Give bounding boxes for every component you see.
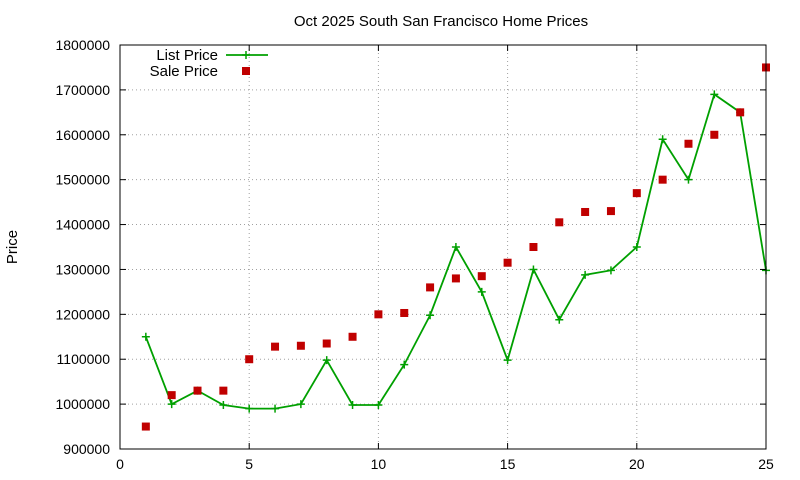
data-point: [245, 404, 254, 413]
y-tick-label: 1400000: [55, 217, 110, 233]
series-layer: [141, 63, 770, 431]
data-point: [710, 130, 719, 139]
data-point: [219, 386, 228, 395]
axes: 0 5 10 15 20 25 900000 1000000 1100000 1200000 130…: [55, 37, 774, 472]
data-point: [374, 401, 383, 410]
data-point: [426, 283, 435, 292]
data-point: [606, 207, 615, 216]
data-point: [271, 342, 280, 351]
data-point: [322, 339, 331, 348]
grid-lines: [120, 45, 766, 449]
data-point: [555, 315, 564, 324]
data-point: [684, 139, 693, 148]
data-point: [374, 310, 383, 319]
data-point: [426, 311, 435, 320]
series-line: [144, 92, 767, 410]
data-point: [658, 135, 667, 144]
legend-label: Sale Price: [150, 63, 218, 80]
x-tick-label: 15: [500, 456, 516, 472]
data-point: [632, 189, 641, 198]
data-point: [581, 207, 590, 216]
chart-title: Oct 2025 South San Francisco Home Prices: [294, 13, 588, 30]
data-point: [684, 175, 693, 184]
data-point: [451, 274, 460, 283]
data-point: [296, 341, 305, 350]
data-point: [581, 270, 590, 279]
data-point: [451, 243, 460, 251]
data-point: [348, 401, 357, 410]
legend-label: List Price: [156, 47, 218, 64]
series-list-price: [141, 90, 770, 413]
data-point: [606, 266, 615, 275]
data-point: [167, 400, 176, 409]
data-point: [555, 218, 564, 227]
data-point: [529, 243, 538, 251]
data-point: [193, 386, 202, 395]
x-tick-label: 0: [116, 456, 124, 472]
y-tick-label: 1600000: [55, 127, 110, 143]
data-point: [271, 404, 280, 413]
plot-frame: [119, 44, 767, 450]
y-tick-label: 1500000: [55, 172, 110, 188]
data-point: [348, 332, 357, 341]
legend-marker: [242, 67, 250, 75]
data-point: [710, 90, 719, 99]
data-point: [400, 360, 409, 369]
data-point: [219, 401, 228, 410]
legend-marker: [242, 51, 250, 59]
data-point: [296, 400, 305, 409]
data-point: [322, 356, 331, 365]
y-tick-label: 900000: [63, 441, 110, 457]
x-tick-label: 25: [758, 456, 774, 472]
data-point: [658, 175, 667, 184]
x-tick-label: 5: [245, 456, 253, 472]
y-tick-label: 1200000: [55, 306, 110, 322]
y-axis-label: Price: [4, 230, 21, 264]
y-tick-label: 1300000: [55, 261, 110, 277]
data-point: [477, 287, 486, 296]
x-tick-label: 10: [371, 456, 387, 472]
data-point: [400, 308, 409, 317]
data-point: [503, 356, 512, 365]
y-tick-label: 1800000: [55, 37, 110, 53]
y-tick-label: 1000000: [55, 396, 110, 412]
data-point: [632, 243, 641, 251]
data-point: [245, 355, 254, 364]
data-point: [167, 391, 176, 400]
data-point: [503, 258, 512, 267]
data-point: [141, 332, 150, 341]
x-tick-label: 20: [629, 456, 645, 472]
data-point: [477, 272, 486, 281]
data-point: [141, 422, 150, 431]
y-tick-label: 1100000: [57, 351, 111, 367]
data-point: [529, 265, 538, 274]
data-point: [736, 108, 745, 117]
y-tick-label: 1700000: [55, 82, 110, 98]
